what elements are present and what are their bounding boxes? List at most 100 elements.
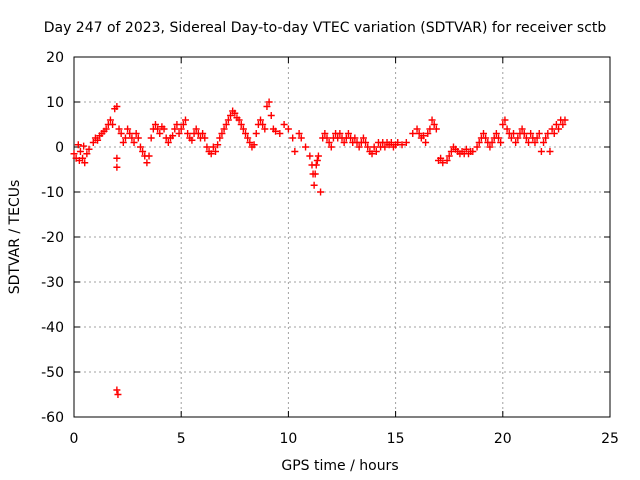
data-point [370, 143, 378, 151]
data-point [542, 134, 550, 142]
data-point [132, 130, 140, 137]
data-point [151, 121, 159, 128]
data-point [70, 150, 78, 158]
data-point [246, 139, 254, 146]
data-point [344, 130, 352, 137]
data-point [175, 130, 183, 137]
data-point [297, 134, 305, 142]
data-point [402, 139, 410, 146]
data-point [164, 139, 172, 146]
y-tick-label: -40 [41, 320, 64, 336]
data-point [495, 134, 503, 142]
x-tick-label: 5 [177, 431, 186, 447]
data-point [276, 130, 284, 137]
data-points [70, 98, 569, 398]
data-point [546, 148, 554, 155]
data-point [533, 134, 541, 142]
data-point [227, 112, 235, 119]
data-point [368, 150, 376, 158]
data-point [272, 127, 280, 135]
data-point [199, 130, 207, 137]
data-point [79, 154, 87, 162]
data-point [514, 134, 522, 142]
data-point [136, 143, 144, 151]
data-point [313, 157, 321, 164]
data-point [555, 125, 563, 133]
data-point [102, 125, 110, 133]
data-point [145, 152, 153, 160]
data-point [89, 139, 97, 146]
data-point [143, 159, 151, 167]
data-point [209, 143, 217, 151]
x-tick-label: 20 [494, 431, 512, 447]
data-point [430, 121, 438, 128]
data-point [261, 125, 269, 133]
data-point [289, 134, 297, 142]
data-point [439, 159, 447, 167]
data-point [327, 143, 335, 151]
data-point [74, 141, 82, 149]
data-point [231, 109, 239, 117]
data-point [306, 152, 314, 160]
data-point [355, 143, 363, 151]
data-point [222, 121, 230, 128]
data-point [544, 130, 552, 137]
y-tick-label: -30 [41, 275, 64, 291]
data-point [422, 139, 430, 146]
data-point [445, 152, 453, 160]
grid-lines [74, 57, 610, 417]
data-point [428, 116, 436, 124]
data-point [443, 157, 451, 164]
data-point [81, 159, 89, 167]
data-point [126, 130, 134, 137]
data-point [113, 103, 121, 110]
data-point [426, 125, 434, 133]
data-point [192, 125, 200, 133]
data-point [362, 139, 370, 146]
data-point [291, 148, 299, 155]
data-point [488, 139, 496, 146]
data-point [302, 143, 310, 151]
data-point [311, 170, 319, 178]
data-point [559, 121, 567, 128]
data-point [501, 116, 509, 124]
data-point [114, 391, 122, 398]
y-tick-label: -60 [41, 410, 64, 426]
data-point [522, 134, 530, 142]
chart-title: Day 247 of 2023, Sidereal Day-to-day VTE… [44, 20, 607, 36]
data-point [117, 130, 125, 137]
data-point [372, 148, 380, 155]
data-point [424, 130, 432, 137]
data-point [492, 130, 500, 137]
data-point [540, 139, 548, 146]
data-point [181, 116, 189, 124]
data-point [147, 134, 155, 142]
data-point [106, 116, 114, 124]
data-point [469, 148, 477, 155]
data-point [242, 130, 250, 137]
data-point [214, 141, 222, 149]
data-point [437, 154, 445, 162]
data-point [475, 139, 483, 146]
data-point [113, 386, 121, 394]
data-point [212, 148, 220, 155]
data-point [510, 130, 518, 137]
data-point [154, 125, 162, 133]
data-point [323, 134, 331, 142]
data-point [284, 125, 292, 133]
data-point [409, 130, 417, 137]
data-point [336, 130, 344, 137]
data-point [419, 132, 427, 140]
data-point [83, 150, 91, 158]
data-point [394, 139, 402, 146]
data-point [499, 121, 507, 128]
data-point [359, 134, 367, 142]
data-point [480, 130, 488, 137]
data-point [312, 161, 320, 169]
x-axis-label: GPS time / hours [281, 458, 398, 474]
data-point [139, 148, 147, 155]
data-point [113, 154, 121, 162]
data-point [520, 130, 528, 137]
data-point [119, 139, 127, 146]
